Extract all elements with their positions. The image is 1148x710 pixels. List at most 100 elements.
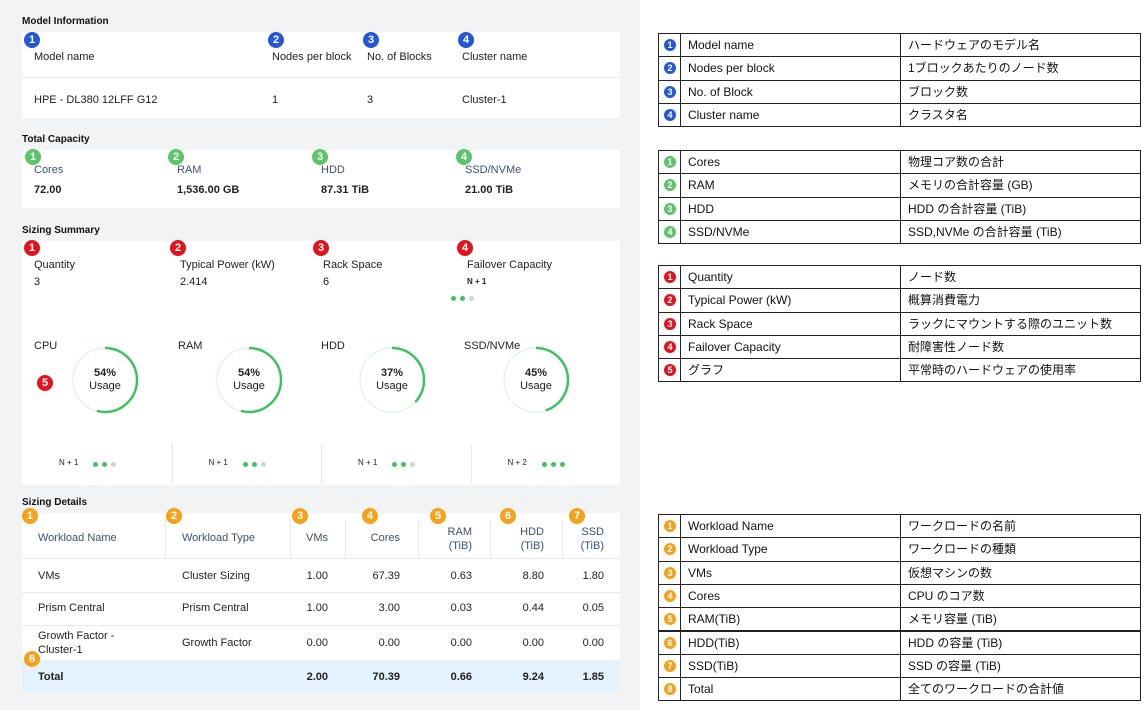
- legend-description: HDD の合計容量 (TiB): [900, 196, 1141, 221]
- legend-description: SSD,NVMe の合計容量 (TiB): [900, 219, 1141, 245]
- cell: 9.24: [522, 671, 544, 683]
- cell: Growth Factor - Cluster-1: [38, 630, 115, 656]
- field-value: 1,536.00 GB: [177, 184, 240, 196]
- cell: 3.00: [378, 602, 400, 614]
- legend-term: HDD: [680, 196, 901, 221]
- usage-label: Usage: [376, 380, 408, 392]
- cell: 0.03: [450, 602, 472, 614]
- badge: 5: [37, 375, 53, 391]
- legend-term: Total: [680, 677, 901, 702]
- column-header: SSD (TiB): [580, 526, 604, 552]
- legend-cell: 5: [658, 358, 681, 383]
- field-label: HDD: [321, 164, 345, 176]
- divider: [22, 592, 620, 593]
- legend-description: メモリ容量 (TiB): [900, 607, 1141, 632]
- card: [22, 32, 620, 118]
- legend-description: メモリの合計容量 (GB): [900, 173, 1141, 198]
- section-title: Model Information: [22, 16, 109, 27]
- badge: 7: [569, 508, 585, 524]
- section-title: Sizing Details: [22, 497, 88, 508]
- legend-badge: 4: [664, 340, 676, 353]
- legend-term: No. of Block: [680, 79, 901, 104]
- divider: [22, 77, 620, 78]
- legend-description: ハードウェアのモデル名: [900, 33, 1141, 58]
- cell: 1.85: [582, 671, 604, 683]
- column-header: Workload Type: [182, 532, 255, 544]
- cell: Prism Central: [182, 602, 249, 614]
- field-label: SSD/NVMe: [465, 164, 522, 176]
- legend-description: HDD の容量 (TiB): [900, 630, 1141, 655]
- field-value: 3: [367, 94, 374, 106]
- legend-badge: 2: [664, 543, 676, 556]
- legend-description: 概算消費電力: [900, 288, 1141, 313]
- chart-label: RAM: [178, 340, 203, 352]
- legend-term: SSD/NVMe: [680, 219, 901, 245]
- usage-label: Usage: [520, 380, 552, 392]
- badge: 3: [313, 240, 329, 256]
- field-label: Typical Power (kW): [180, 259, 275, 271]
- field-label: Quantity: [34, 259, 75, 271]
- badge: 4: [456, 149, 472, 165]
- badge: 3: [363, 32, 379, 48]
- legend-term: Cores: [680, 150, 901, 175]
- section-title: Sizing Summary: [22, 225, 100, 236]
- legend-description: クラスタ名: [900, 102, 1141, 128]
- legend-cell: 3: [658, 311, 681, 336]
- legend-term: Typical Power (kW): [680, 288, 901, 313]
- legend-term: Model name: [680, 33, 901, 58]
- cell: Prism Central: [38, 602, 105, 614]
- legend-term: VMs: [680, 560, 901, 585]
- field-value: N + 1: [467, 277, 487, 286]
- legend-badge: 1: [664, 271, 676, 283]
- legend-description: 平常時のハードウェアの使用率: [900, 358, 1141, 383]
- legend-term: SSD(TiB): [680, 653, 901, 679]
- field-value: 72.00: [34, 184, 62, 196]
- legend-term: RAM: [680, 173, 901, 198]
- cell: 70.39: [372, 671, 400, 683]
- divider: [321, 445, 322, 483]
- legend-description: 耐障害性ノード数: [900, 334, 1141, 360]
- status-dot: [93, 462, 98, 467]
- cell: 0.44: [522, 602, 544, 614]
- divider: [22, 625, 620, 626]
- cell: 0.00: [450, 637, 472, 649]
- field-label: Rack Space: [323, 259, 383, 271]
- legend-description: 全てのワークロードの合計値: [900, 677, 1141, 702]
- legend-description: ワークロードの種類: [900, 537, 1141, 562]
- cell: Total: [38, 671, 64, 683]
- status-dot: [410, 462, 415, 467]
- status-dot: [401, 462, 406, 467]
- legend-cell: 2: [658, 288, 681, 313]
- legend-badge: 3: [664, 317, 676, 330]
- legend-description: 1ブロックあたりのノード数: [900, 56, 1141, 81]
- divider: [345, 520, 346, 558]
- legend-badge: 6: [664, 636, 676, 649]
- field-value: 2.414: [180, 276, 208, 288]
- cell: 2.00: [306, 671, 328, 683]
- legend-cell: 4: [658, 583, 681, 609]
- cell: 67.39: [372, 570, 400, 582]
- legend-badge: 2: [664, 294, 676, 307]
- failover: N + 1: [59, 458, 79, 467]
- legend-cell: 5: [658, 607, 681, 632]
- cell: 8.80: [522, 570, 544, 582]
- cell: 0.00: [522, 637, 544, 649]
- legend-term: RAM(TiB): [680, 607, 901, 632]
- status-dot: [392, 462, 397, 467]
- chart-label: CPU: [34, 340, 58, 352]
- legend-description: ワークロードの名前: [900, 514, 1141, 539]
- legend-cell: 1: [658, 33, 681, 58]
- status-dot: [260, 462, 266, 467]
- legend-term: Workload Type: [680, 537, 901, 562]
- field-value: 3: [34, 276, 41, 288]
- badge: 4: [458, 32, 474, 48]
- cell: 1.00: [306, 602, 328, 614]
- legend-description: 仮想マシンの数: [900, 560, 1141, 585]
- column-header: Cores: [370, 532, 400, 544]
- failover: N + 2: [507, 458, 527, 467]
- cell: 0.63: [450, 570, 472, 582]
- failover: N + 1: [208, 458, 228, 467]
- field-label: Model name: [34, 51, 95, 63]
- field-label: Nodes per block: [272, 51, 352, 63]
